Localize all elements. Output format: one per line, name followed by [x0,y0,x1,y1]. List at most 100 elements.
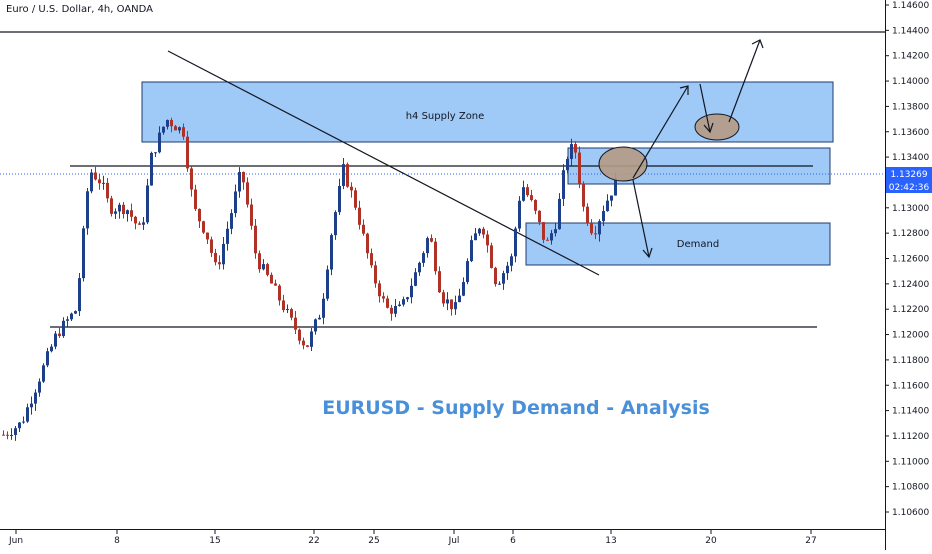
current-price-badge [886,167,932,180]
candle-bear [174,126,177,131]
demand-zone [525,222,831,266]
candle-bear [434,241,437,272]
candle-bear [354,190,357,208]
candle-bull [330,235,333,270]
candle-bull [70,313,73,320]
candle-bear [186,136,189,169]
candle-bull [478,228,481,234]
candle-bull [142,222,145,225]
arrow-down-to-demand [632,179,650,258]
candle-bear [586,206,589,224]
descending-trendline [167,50,600,276]
candle-bear [534,200,537,211]
y-tick-label: 1.13600 [892,128,929,138]
candle-bull [234,191,237,214]
y-tick-label: 1.13000 [892,204,929,214]
candle-bear [58,333,61,337]
x-tick-label: 6 [510,536,516,546]
candle-bear [242,172,245,183]
candle-bear [274,283,277,286]
candle-bull [74,311,77,314]
candle-bull [398,304,401,306]
candle-bear [282,300,285,311]
candle-bull [86,191,89,229]
candle-bull [314,319,317,332]
candle-bull [498,283,501,285]
candle-bull [66,319,69,321]
candle-bear [390,307,393,314]
arrow-head-4 [642,247,653,259]
candle-bear [358,207,361,225]
candle-bear [430,238,433,242]
candle-bear [170,119,173,127]
candle-bull [414,272,417,286]
candle-bull [26,407,29,422]
candle-bear [370,253,373,266]
candle-bear [306,345,309,347]
candle-bear [542,222,545,240]
candle-bull [418,262,421,273]
candle-bull [426,238,429,254]
candle-bear [270,274,273,284]
candle-bull [506,265,509,274]
candle-bear [346,164,349,187]
y-tick-label: 1.14600 [892,1,929,11]
candle-bull [82,228,85,279]
candle-bull [178,127,181,131]
candle-bull [162,126,165,133]
candle-bull [402,299,405,305]
candle-bull [126,210,129,215]
candle-bear [122,204,125,215]
candle-bull [474,233,477,241]
candle-bull [262,264,265,270]
candle-bear [6,434,9,436]
candle-bull [310,331,313,347]
current-price-text: 1.13269 [890,170,927,180]
y-tick-label: 1.12000 [892,331,929,341]
candle-bull [146,185,149,223]
candle-bear [590,223,593,234]
candle-bull [286,309,289,311]
arrow-head-2 [703,122,714,134]
candle-bull [166,119,169,127]
candle-bear [138,223,141,225]
candle-bull [394,305,397,314]
candle-bear [210,239,213,253]
x-tick-label: 13 [605,536,616,546]
x-tick-label: 22 [308,536,319,546]
candle-bull [22,421,25,423]
x-tick-label: 20 [705,536,717,546]
candle-bear [246,182,249,205]
candle-bear [438,271,441,293]
arrow-up-breakout [728,39,761,123]
candle-bear [530,195,533,201]
chart-title: Euro / U.S. Dollar, 4h, OANDA [6,4,154,15]
y-tick-label: 1.11800 [892,356,929,366]
candle-bear [94,172,97,180]
candle-bear [490,245,493,268]
y-tick-label: 1.12600 [892,255,929,265]
candle-bear [538,210,541,223]
countdown-badge [886,180,932,193]
candle-bear [494,267,497,285]
candle-bull [550,233,553,241]
candle-bull [470,240,473,262]
candle-bull [422,253,425,263]
candle-bull [598,221,601,235]
candle-bear [218,262,221,265]
candle-bull [38,381,41,393]
target-ellipse-upper [694,113,740,141]
candle-bear [134,216,137,224]
x-tick-label: 25 [368,536,379,546]
candle-bear [386,298,389,308]
candle-bull [46,351,49,366]
candle-bull [338,185,341,213]
candle-bull [222,243,225,265]
candle-bear [190,168,193,190]
candle-bull [554,229,557,234]
countdown-text: 02:42:36 [889,183,930,193]
candle-bull [50,346,53,352]
candle-bull [114,211,117,214]
